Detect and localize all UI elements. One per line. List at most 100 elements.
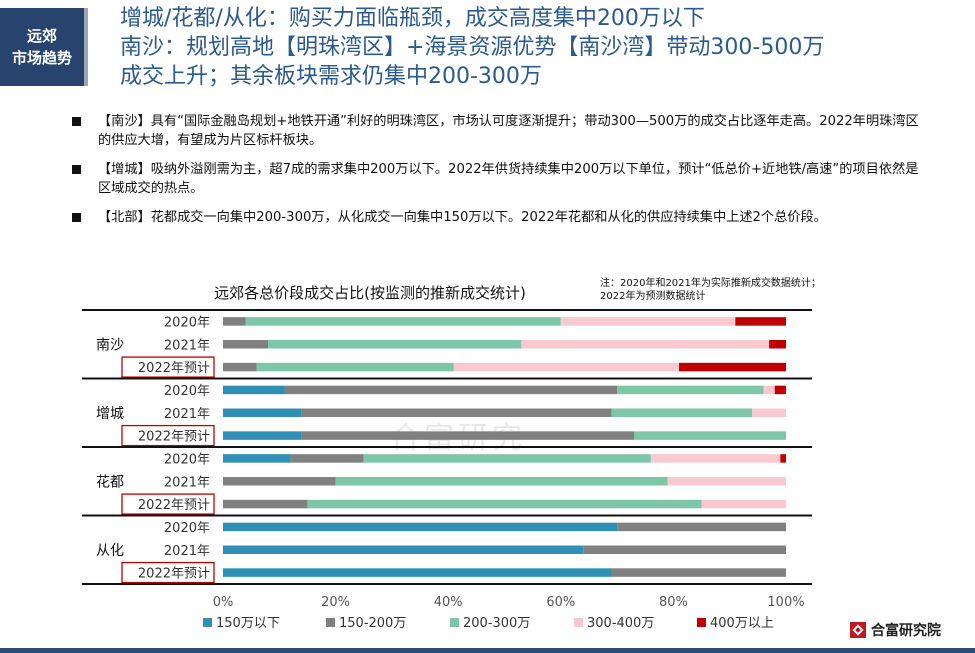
row-label: 2021年 <box>164 544 210 559</box>
x-tick-label: 0% <box>213 595 234 610</box>
bottom-divider <box>0 648 975 653</box>
bar-segment <box>363 454 651 463</box>
highlight-box <box>121 356 215 378</box>
bar-segment <box>583 545 786 554</box>
row-label: 2022年预计 <box>138 430 210 445</box>
bar-segment <box>617 522 786 532</box>
bullet-item-nansha: 【南沙】具有“国际金融岛规划+地铁开通”利好的明珠湾区，市场认可度逐渐提升；带动… <box>72 112 922 150</box>
footer-logo: 合富研究院 <box>850 620 941 640</box>
legend-label: 200-300万 <box>463 616 530 631</box>
bar-segment <box>679 362 786 372</box>
bar-segment <box>223 385 285 395</box>
bar-segment <box>701 499 786 509</box>
bar-segment <box>335 477 668 486</box>
bar-segment <box>611 568 786 577</box>
bar-segment <box>301 408 612 417</box>
highlight-box <box>121 561 215 584</box>
x-tick-label: 100% <box>767 595 804 610</box>
chart-note-line-2: 2022年为预测数据统计 <box>600 289 705 302</box>
bar-segment <box>769 340 786 349</box>
title-line-1: 增城/花都/从化：购买力面临瓶颈，成交高度集中200万以下 <box>120 6 705 31</box>
bar-segment <box>256 362 454 372</box>
row-label: 2020年 <box>164 452 210 467</box>
bullet-square-icon <box>72 165 81 174</box>
chart-note-line-1: 注：2020年和2021年为实际推新成交数据统计； <box>600 276 821 289</box>
bullet-text: 【南沙】具有“国际金融岛规划+地铁开通”利好的明珠湾区，市场认可度逐渐提升；带动… <box>98 114 919 148</box>
badge-line-1: 远郊 <box>26 27 57 45</box>
bullet-item-zengcheng: 【增城】吸纳外溢刚需为主，超7成的需求集中200万以下。2022年供货持续集中2… <box>72 160 922 198</box>
bar-segment <box>223 568 612 577</box>
legend-swatch <box>203 618 212 627</box>
x-tick-label: 60% <box>546 595 575 610</box>
legend-label: 150-200万 <box>339 616 406 631</box>
row-label: 2020年 <box>164 315 210 330</box>
legend-label: 150万以下 <box>216 616 280 631</box>
x-tick-label: 80% <box>659 595 688 610</box>
bar-segment <box>633 431 786 440</box>
bar-segment <box>223 454 291 463</box>
bar-segment <box>763 385 775 395</box>
badge-accent-bar <box>84 8 88 86</box>
bar-segment <box>307 499 702 509</box>
bar-segment <box>667 477 786 486</box>
bar-segment <box>223 340 269 349</box>
row-label: 2020年 <box>164 521 210 536</box>
highlight-box <box>121 424 215 447</box>
bar-segment <box>245 317 561 326</box>
legend-swatch <box>450 618 459 627</box>
bar-segment <box>268 340 522 349</box>
bullet-text: 【北部】花都成交一向集中200-300万，从化成交一向集中150万以下。2022… <box>98 210 827 225</box>
chart-title: 远郊各总价段成交占比(按监测的推新成交统计) <box>214 284 526 302</box>
bar-segment <box>223 431 302 440</box>
bar-segment <box>223 499 308 509</box>
bar-segment <box>650 454 781 463</box>
bar-segment <box>617 385 764 395</box>
x-tick-label: 40% <box>434 595 463 610</box>
bar-segment <box>223 362 257 372</box>
bullet-square-icon <box>72 213 81 222</box>
bar-segment <box>223 522 618 532</box>
page-title: 增城/花都/从化：购买力面临瓶颈，成交高度集中200万以下 南沙：规划高地【明珠… <box>120 4 950 91</box>
logo-icon <box>850 622 866 638</box>
bar-segment <box>611 408 753 417</box>
bar-segment <box>223 317 246 326</box>
legend-label: 400万以上 <box>710 616 774 631</box>
group-label: 增城 <box>96 406 124 422</box>
x-tick-label: 20% <box>321 595 350 610</box>
bar-segment <box>560 317 736 326</box>
title-line-2: 南沙：规划高地【明珠湾区】+海景资源优势【南沙湾】带动300-500万 <box>120 35 825 60</box>
section-badge: 远郊 市场趋势 <box>0 8 84 86</box>
bullet-list: 【南沙】具有“国际金融岛规划+地铁开通”利好的明珠湾区，市场认可度逐渐提升；带动… <box>72 112 922 237</box>
bar-segment <box>223 477 336 486</box>
row-label: 2021年 <box>164 475 210 490</box>
legend-label: 300-400万 <box>587 616 654 631</box>
group-label: 花都 <box>96 474 124 490</box>
highlight-box <box>121 493 215 515</box>
legend-swatch <box>697 618 706 627</box>
row-label: 2022年预计 <box>138 361 210 376</box>
badge-line-2: 市场趋势 <box>11 49 72 67</box>
bullet-item-north: 【北部】花都成交一向集中200-300万，从化成交一向集中150万以下。2022… <box>72 208 922 227</box>
row-label: 2021年 <box>164 407 210 422</box>
bar-segment <box>223 408 302 417</box>
bar-segment <box>735 317 786 326</box>
bar-segment <box>521 340 770 349</box>
logo-text: 合富研究院 <box>871 623 941 639</box>
row-label: 2021年 <box>164 338 210 353</box>
row-label: 2022年预计 <box>138 567 210 582</box>
row-label: 2020年 <box>164 384 210 399</box>
row-label: 2022年预计 <box>138 498 210 513</box>
legend-swatch <box>326 618 335 627</box>
bullet-text: 【增城】吸纳外溢刚需为主，超7成的需求集中200万以下。2022年供货持续集中2… <box>98 162 919 196</box>
group-label: 从化 <box>96 543 124 559</box>
bar-segment <box>223 545 584 554</box>
group-label: 南沙 <box>96 337 124 353</box>
bar-segment <box>774 385 786 395</box>
legend-swatch <box>574 618 583 627</box>
bar-segment <box>301 431 634 440</box>
bar-segment <box>780 454 786 463</box>
bar-segment <box>290 454 364 463</box>
bar-segment <box>453 362 680 372</box>
title-line-3: 成交上升；其余板块需求仍集中200-300万 <box>120 64 542 89</box>
